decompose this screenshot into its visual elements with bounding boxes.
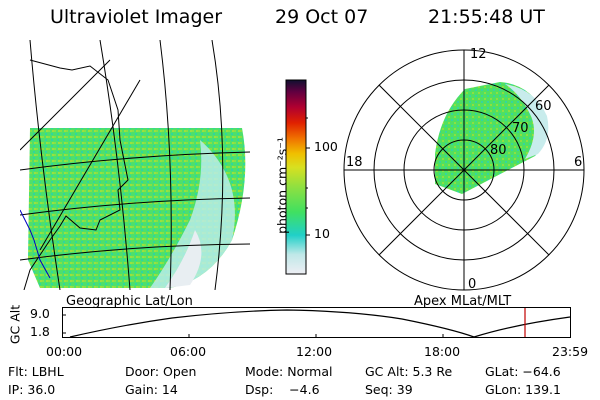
status-filter: Flt: LBHL [8,364,64,379]
altitude-ytick-low: 1.8 [30,324,50,339]
status-dsp: Dsp: −4.6 [245,382,320,397]
mlt-label-top: 12 [470,47,487,62]
status-door: Door: Open [125,364,197,379]
status-ip: IP: 36.0 [8,382,56,397]
mlt-label-left: 18 [346,155,363,170]
mlat-label-80: 80 [490,143,507,158]
altitude-xtick-0000: 00:00 [46,344,83,359]
date-label: 29 Oct 07 [275,6,369,28]
altitude-curve [69,309,571,338]
altitude-ytick-high: 9.0 [30,306,50,321]
mlt-label-right: 6 [574,155,582,170]
altitude-ylabel: GC Alt [7,304,23,345]
geo-map-caption: Geographic Lat/Lon [66,294,193,309]
altitude-xtick-0600: 06:00 [170,344,207,359]
mlt-label-bottom: 0 [468,277,476,292]
title-bar: Ultraviolet Imager 29 Oct 07 21:55:48 UT [0,0,600,34]
status-glon: GLon: 139.1 [485,382,561,397]
geographic-map [20,40,250,290]
status-glat: GLat: −64.6 [485,364,561,379]
color-scale-bar [285,79,310,275]
status-gain: Gain: 14 [125,382,178,397]
mlat-label-60: 60 [535,99,552,114]
mlat-label-70: 70 [512,121,529,136]
status-mode: Mode: Normal [245,364,333,379]
colorbar-tick-100: 100 [314,139,338,154]
status-gc-altitude: GC Alt: 5.3 Re [365,364,453,379]
polar-map-caption: Apex MLat/MLT [414,294,512,309]
altitude-strip-plot [62,307,571,338]
colorbar-tick-10: 10 [314,226,330,241]
altitude-xtick-1800: 18:00 [424,344,461,359]
time-label: 21:55:48 UT [428,6,545,28]
status-seq: Seq: 39 [365,382,413,397]
polar-mlat-mlt-plot: 12 0 18 6 60 70 80 [343,47,585,292]
altitude-xtick-2359: 23:59 [552,344,589,359]
colorbar-unit-label: photon cm⁻²s⁻¹ [274,137,290,234]
instrument-title: Ultraviolet Imager [50,6,223,28]
altitude-xtick-1200: 12:00 [296,344,333,359]
